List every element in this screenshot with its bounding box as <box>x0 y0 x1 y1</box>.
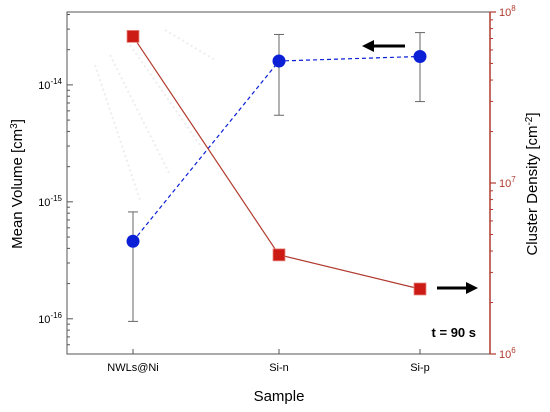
x-tick-label: Si-p <box>410 362 430 374</box>
left-axis-title-sup: 3 <box>9 123 20 129</box>
data-point-circle <box>272 54 286 68</box>
error-bars <box>128 32 425 322</box>
watermark-stroke <box>94 64 141 201</box>
time-annotation: t = 90 s <box>432 325 476 340</box>
left-axis-title-end: ] <box>9 119 26 123</box>
x-axis-ticks: NWLs@Ni Si-n Si-p <box>107 349 430 374</box>
x-tick-label: Si-n <box>269 362 289 374</box>
data-point-circle <box>126 234 140 248</box>
data-point-circle <box>413 49 427 63</box>
watermark-stroke <box>109 54 171 176</box>
right-axis-title-sup: -2 <box>524 116 535 125</box>
right-tick-label: 107 <box>499 175 516 190</box>
right-tick-label: 106 <box>499 346 516 361</box>
left-tick-label: 10-14 <box>38 77 62 92</box>
right-axis-title: Cluster Density [cm-2] <box>524 112 542 255</box>
right-axis-title-main: Cluster Density [cm <box>524 126 541 256</box>
data-point-square <box>272 248 286 262</box>
right-axis-arrow <box>437 282 478 294</box>
series-line-0 <box>132 55 421 242</box>
left-axis-ticks: 10-16 10-15 10-14 <box>38 13 73 355</box>
right-tick-label: 108 <box>499 4 516 19</box>
background-watermark <box>94 29 216 201</box>
x-axis-title: Sample <box>254 388 305 405</box>
left-axis-title-main: Mean Volume [cm <box>9 129 26 249</box>
left-axis-arrow <box>362 40 405 52</box>
left-axis-title: Mean Volume [cm3] <box>9 119 27 249</box>
x-tick-label: NWLs@Ni <box>107 362 159 374</box>
left-tick-label: 10-16 <box>38 311 62 326</box>
watermark-stroke <box>129 44 201 146</box>
data-markers <box>126 29 427 296</box>
data-point-square <box>413 282 427 296</box>
right-axis-title-end: ] <box>524 112 541 116</box>
data-point-square <box>126 29 140 43</box>
right-axis-ticks: 106 107 108 <box>490 4 516 361</box>
watermark-stroke <box>164 29 216 61</box>
left-tick-label: 10-15 <box>38 194 62 209</box>
